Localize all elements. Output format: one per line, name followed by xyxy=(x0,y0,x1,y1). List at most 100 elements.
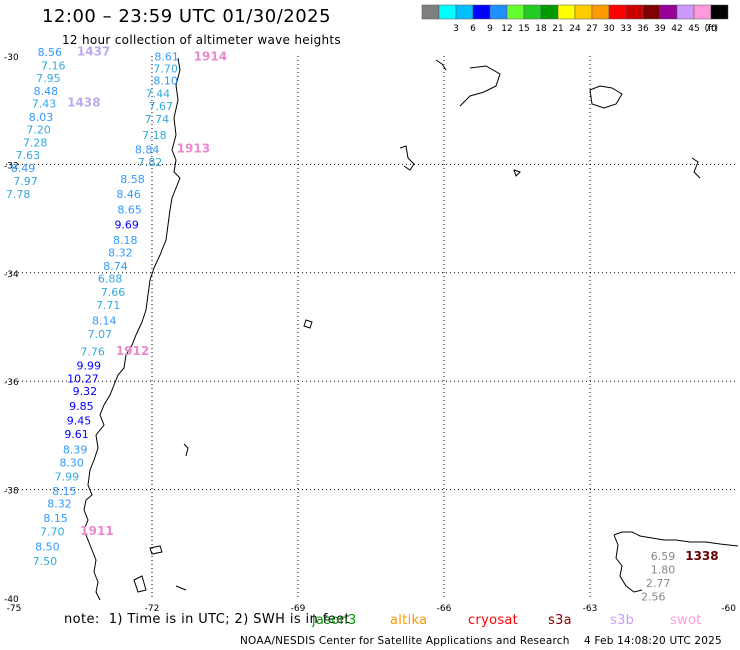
legend-unit-label: (ft) xyxy=(704,24,718,34)
wave-height-value: 7.95 xyxy=(36,72,61,85)
wave-height-value: 7.78 xyxy=(6,188,31,201)
legend-swatch xyxy=(523,4,542,20)
latitude-tick-label: -30 xyxy=(4,53,19,63)
wave-height-value: 7.20 xyxy=(26,124,51,137)
pass-time-label: 1914 xyxy=(194,49,227,63)
lake-feature-2 xyxy=(459,65,501,107)
wave-height-value: 8.61 xyxy=(154,50,179,63)
wave-height-value: 7.82 xyxy=(138,156,163,169)
longitude-tick-label: -72 xyxy=(145,604,160,614)
footer-generated-date: 4 Feb 14:08:20 UTC 2025 xyxy=(584,635,722,647)
legend-swatch xyxy=(608,4,627,20)
satellite-legend-item: altika xyxy=(390,613,428,628)
lat-lon-grid: -30 -32 -34 -36 -38 -40-75 -72 -69 -66 -63 -60 xyxy=(4,53,736,614)
wave-height-value: 8.32 xyxy=(47,497,72,510)
wave-height-value: 7.97 xyxy=(13,175,38,188)
lake-feature-3 xyxy=(399,145,415,171)
legend-tick-label: 30 xyxy=(603,24,615,34)
color-legend: 3 6 9 12 15 18 21 24 27 30 33 36 39 42 45 70(ft) xyxy=(421,4,729,34)
latitude-tick-label: -32 xyxy=(4,161,19,171)
argentina-coastline xyxy=(613,531,739,547)
wave-height-value: 9.85 xyxy=(69,400,94,413)
longitude-tick-label: -60 xyxy=(721,604,736,614)
lake-feature-1 xyxy=(589,85,623,109)
argentina-coastline-2 xyxy=(613,534,643,593)
lake-feature-10 xyxy=(133,575,147,593)
map-title: 12:00 – 23:59 UTC 01/30/2025 xyxy=(42,6,332,27)
footer-note: note: 1) Time is in UTC; 2) SWH is in fe… xyxy=(64,612,350,627)
lake-feature-6 xyxy=(303,319,313,329)
legend-swatch xyxy=(574,4,593,20)
wave-height-value: 7.43 xyxy=(32,97,57,110)
wave-height-value: 7.07 xyxy=(88,328,113,341)
lake-feature-5 xyxy=(513,169,521,177)
longitude-tick-label: -69 xyxy=(291,604,306,614)
legend-tick-label: 33 xyxy=(620,24,631,34)
legend-tick-label: 6 xyxy=(470,24,476,34)
wave-height-value: 8.15 xyxy=(52,485,77,498)
wave-height-value: 6.88 xyxy=(98,273,123,286)
legend-swatch xyxy=(625,4,644,20)
coastline xyxy=(83,57,739,601)
pass-time-label: 1438 xyxy=(67,95,100,109)
wave-height-value: 7.63 xyxy=(16,149,41,162)
lake-feature-9 xyxy=(149,545,163,555)
legend-tick-label: 18 xyxy=(535,24,547,34)
pass-time-label: 1437 xyxy=(77,44,110,58)
legend-tick-label: 15 xyxy=(518,24,529,34)
longitude-tick-label: -75 xyxy=(7,604,22,614)
wave-height-value: 9.32 xyxy=(73,385,98,398)
legend-swatch xyxy=(591,4,610,20)
wave-height-value: 2.77 xyxy=(646,577,671,590)
pass-time-label: 1911 xyxy=(80,524,113,538)
wave-height-value: 7.16 xyxy=(41,60,66,73)
satellite-legend-item: s3a xyxy=(548,613,572,628)
wave-height-value: 8.14 xyxy=(92,314,117,327)
legend-swatch xyxy=(659,4,678,20)
legend-tick-label: 42 xyxy=(671,24,682,34)
legend-swatch xyxy=(693,4,712,20)
legend-swatch xyxy=(557,4,576,20)
legend-swatch xyxy=(506,4,525,20)
longitude-tick-label: -66 xyxy=(437,604,452,614)
satellite-legend-item: jason3 xyxy=(312,613,357,628)
legend-swatch xyxy=(472,4,491,20)
legend-tick-label: 21 xyxy=(552,24,563,34)
wave-height-value: 7.28 xyxy=(23,137,48,150)
wave-height-labels: 8.56 1437 8.61 1914 7.16 7.70 7.95 8.10 8.48 7.44… xyxy=(6,44,719,603)
wave-height-value: 7.70 xyxy=(40,526,65,539)
lake-feature-11 xyxy=(175,585,187,591)
wave-height-value: 7.99 xyxy=(55,470,80,483)
wave-height-value: 8.48 xyxy=(34,85,59,98)
wave-height-value: 7.18 xyxy=(142,129,167,142)
latitude-tick-label: -34 xyxy=(4,270,19,280)
wave-height-value: 7.66 xyxy=(101,286,126,299)
legend-swatch xyxy=(455,4,474,20)
legend-tick-label: 12 xyxy=(501,24,512,34)
wave-height-value: 10.27 xyxy=(67,372,99,385)
wave-height-value: 8.84 xyxy=(135,144,160,157)
footer-credit: NOAA/NESDIS Center for Satellite Applica… xyxy=(240,635,570,647)
wave-height-value: 7.50 xyxy=(33,555,58,568)
legend-tick-label: 36 xyxy=(637,24,649,34)
wave-height-value: 8.50 xyxy=(35,540,60,553)
wave-height-value: 8.03 xyxy=(29,111,54,124)
wave-height-value: 8.32 xyxy=(108,247,133,260)
wave-height-value: 7.76 xyxy=(80,346,105,359)
legend-tick-label: 3 xyxy=(453,24,459,34)
wave-height-value: 2.56 xyxy=(641,591,666,604)
chile-coastline xyxy=(83,57,181,601)
wave-height-value: 8.39 xyxy=(63,443,88,456)
wave-height-value: 8.58 xyxy=(120,173,145,186)
legend-tick-label: 24 xyxy=(569,24,581,34)
wave-height-value: 8.65 xyxy=(117,204,142,217)
wave-height-value: 7.74 xyxy=(145,113,170,126)
pass-time-label: 1912 xyxy=(116,344,149,358)
legend-tick-label: 27 xyxy=(586,24,597,34)
legend-tick-label: 9 xyxy=(487,24,493,34)
wave-height-value: 9.69 xyxy=(114,218,139,231)
latitude-tick-label: -40 xyxy=(4,595,19,605)
wave-height-value: 6.59 xyxy=(651,550,676,563)
